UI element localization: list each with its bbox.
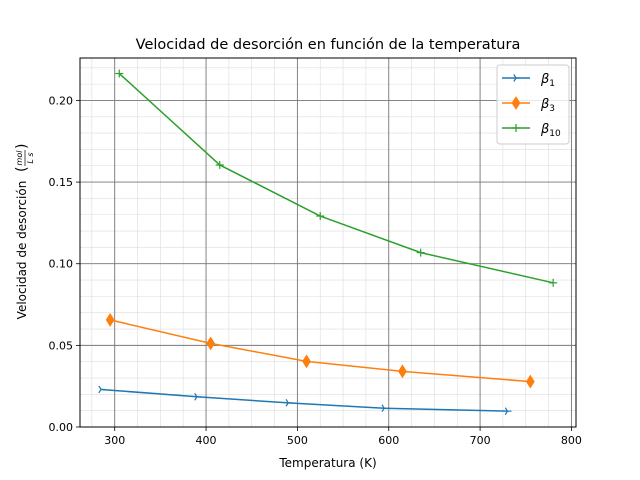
data-point-marker [105,312,115,327]
y-tick-label: 0.05 [49,339,74,352]
x-tick-label: 300 [104,434,125,447]
series-line-2 [118,72,554,284]
x-tick-label: 700 [470,434,491,447]
series-line-0 [100,388,508,412]
x-axis-ticks: 300 400 500 600 700 800 [104,427,582,447]
series-layer [98,69,558,415]
y-axis-ticks: 0.00 0.05 0.10 0.15 0.20 [49,94,80,434]
legend-label-2: β10 [540,122,561,139]
data-point-marker [416,248,425,257]
legend-marker-0 [513,74,520,82]
data-point-marker [381,404,389,413]
data-point-marker [98,385,106,394]
data-point-marker [398,364,407,379]
y-tick-label: 0.15 [49,176,74,189]
svg-text:Velocidad de desorción: Velocidad de desorción [15,181,29,320]
data-point-marker [194,392,201,401]
y-axis-label: Velocidad de desorción [15,181,29,320]
y-axis-units-denominator: L s [26,152,35,163]
legend-label-1: β3 [540,97,555,114]
y-axis-units-numerator: mol [15,150,24,166]
y-axis-label-group: Velocidad de desorción ( mol L s ) [14,144,35,320]
legend: β1 β3 β10 [496,64,570,145]
data-point-marker [549,278,558,287]
x-axis-label: Temperatura (K) [278,456,376,470]
data-point-marker [115,69,124,78]
data-point-marker [206,336,216,351]
legend-label-0: β1 [540,72,555,89]
data-point-marker [504,407,512,415]
legend-marker-2 [512,124,520,132]
y-axis-units-fraction: ( mol L s ) [14,144,35,172]
data-point-marker [316,212,325,221]
x-tick-label: 500 [287,434,308,447]
x-tick-label: 800 [561,434,582,447]
data-point-marker [302,354,311,369]
plot-frame [79,57,577,428]
y-tick-label: 0.00 [49,421,74,434]
y-tick-label: 0.20 [49,94,74,107]
chart-title: Velocidad de desorción en función de la … [136,37,521,53]
legend-marker-1 [511,96,521,110]
data-point-marker [285,399,293,407]
data-point-marker [215,160,224,169]
x-tick-label: 600 [378,434,399,447]
x-tick-label: 400 [196,434,217,447]
svg-text:(: ( [14,167,30,172]
y-tick-label: 0.10 [49,258,74,271]
data-point-marker [525,374,535,389]
legend-frame [496,64,570,145]
svg-text:): ) [14,144,30,149]
